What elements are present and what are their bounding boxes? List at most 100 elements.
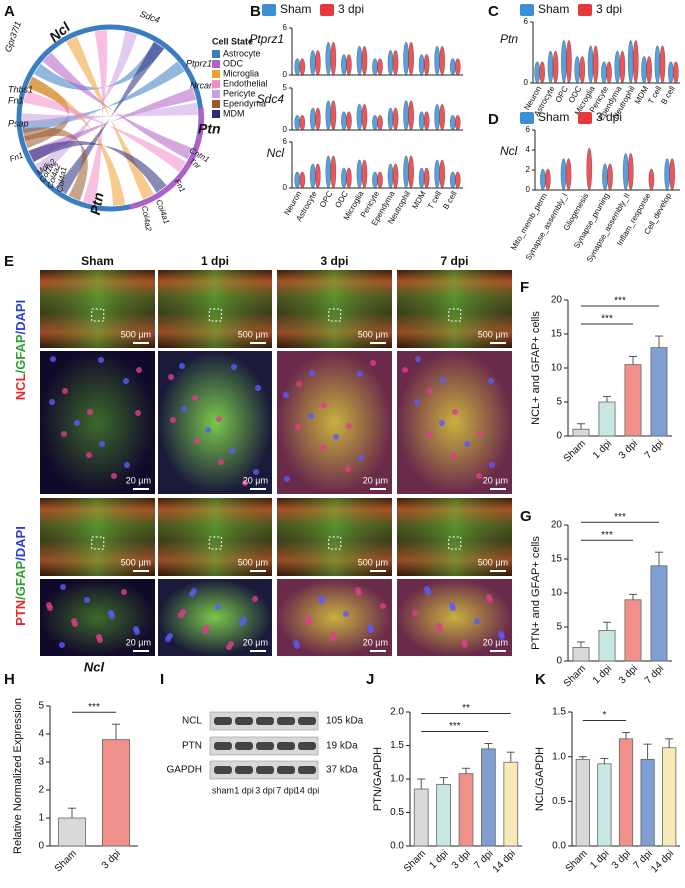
y-tick-label: 0 (283, 183, 288, 192)
violin-shape (434, 46, 440, 76)
scale-label: 20 µm (483, 637, 508, 647)
violin-shape (632, 40, 639, 84)
roi-box (328, 308, 342, 322)
legend-swatch (212, 90, 220, 98)
blot-band (277, 766, 295, 774)
cell-nucleus (205, 427, 211, 433)
legend-label: Ependyma (223, 98, 266, 108)
y-tick-label: 0 (38, 841, 44, 852)
violin-shape (299, 58, 306, 76)
protein-label: PTN (182, 741, 202, 752)
violin-shape (418, 167, 425, 189)
scale-label: 500 µm (121, 329, 151, 339)
violin-shape (377, 115, 383, 131)
x-tick-label: Sham (562, 663, 588, 689)
cell-nucleus (86, 452, 92, 458)
lane-label: 7 dpi (276, 785, 296, 795)
cell-nucleus (346, 423, 352, 429)
cell-nucleus (123, 378, 129, 384)
y-tick-label: 0.5 (390, 807, 404, 818)
significance-label: *** (601, 314, 613, 325)
gene-label: Fn1 (8, 95, 24, 105)
gene-label: Gpr37l1 (3, 20, 23, 54)
scale-label: 500 µm (238, 329, 268, 339)
cell-nucleus (474, 618, 480, 624)
cell-nucleus (215, 604, 221, 610)
y-tick-label: 5 (38, 701, 44, 712)
panel-letter: K (535, 671, 546, 688)
blot-band (235, 742, 253, 750)
chord-ribbon (28, 140, 167, 193)
zoom-image (40, 351, 155, 494)
lane-label: 14 dpi (295, 785, 320, 795)
cell-nucleus (412, 610, 418, 616)
roi-box (91, 308, 105, 322)
violin-shape (408, 41, 414, 76)
significance-label: ** (462, 703, 470, 714)
violin-shape (325, 155, 332, 189)
legend-swatch (520, 112, 534, 124)
cell-nucleus (414, 399, 420, 405)
violin-shape (387, 50, 394, 76)
blot-band (214, 766, 232, 774)
legend-label: Pericyte (223, 88, 256, 98)
gene-label: Thbs1 (8, 84, 33, 94)
violin-shape (356, 104, 363, 131)
violin-shape (315, 107, 321, 131)
violin-shape (439, 46, 445, 76)
size-label: 19 kDa (326, 741, 358, 752)
cell-nucleus (84, 597, 90, 603)
chord-ribbon (33, 41, 165, 91)
scale-label: 500 µm (358, 557, 388, 567)
y-axis-label: PTN+ and GFAP+ cells (530, 536, 542, 650)
bar (598, 630, 616, 662)
bar (101, 739, 131, 847)
violin-shape (346, 54, 352, 76)
y-tick-label: 1.0 (552, 751, 566, 762)
bar (458, 773, 474, 847)
cell-nucleus (318, 595, 324, 601)
violin-shape (454, 171, 461, 189)
panel-letter: E (4, 253, 14, 270)
y-tick-label: 15 (551, 554, 563, 565)
chord-ribbon (42, 52, 193, 160)
violin-shape (341, 111, 347, 131)
y-tick-label: 3 (38, 757, 44, 768)
cell-nucleus (133, 626, 139, 632)
scale-label: 500 µm (358, 329, 388, 339)
y-tick-label: 10 (551, 588, 563, 599)
gene-name: Ncl (500, 144, 518, 158)
cell-nucleus (170, 417, 176, 423)
chord-ribbon (22, 61, 185, 134)
gene-name: Ptprz1 (249, 32, 284, 46)
legend-label: MDM (223, 108, 245, 118)
cell-nucleus (50, 356, 56, 362)
y-axis-label: NCL+ and GFAP+ cells (530, 311, 542, 425)
chord-ribbon (27, 76, 126, 206)
scale-label: 20 µm (126, 637, 151, 647)
x-tick-label: B cell (659, 84, 677, 106)
legend-swatch (212, 70, 220, 78)
gene-label: Nrcam (190, 80, 217, 90)
x-tick-label: 3 dpi (617, 438, 640, 461)
blot-band (298, 766, 316, 774)
violin-shape (423, 167, 430, 189)
cell-nucleus (367, 624, 373, 630)
cell-nucleus (96, 634, 102, 640)
violin-shape (310, 50, 316, 76)
lane-label: 3 dpi (255, 785, 275, 795)
cell-nucleus (124, 462, 130, 468)
cell-nucleus (253, 469, 259, 475)
y-tick-label: 2.0 (390, 707, 404, 718)
column-label: Sham (81, 254, 114, 268)
bar (575, 758, 590, 847)
violin-shape (602, 163, 608, 191)
violin-shape (392, 163, 399, 189)
cell-nucleus (427, 388, 433, 394)
cell-nucleus (321, 402, 327, 408)
y-tick-label: 0 (556, 431, 562, 442)
panel-letter: J (366, 671, 374, 688)
legend-swatch (578, 4, 592, 16)
y-tick-label: 1 (38, 813, 44, 824)
violin-shape (601, 61, 607, 84)
